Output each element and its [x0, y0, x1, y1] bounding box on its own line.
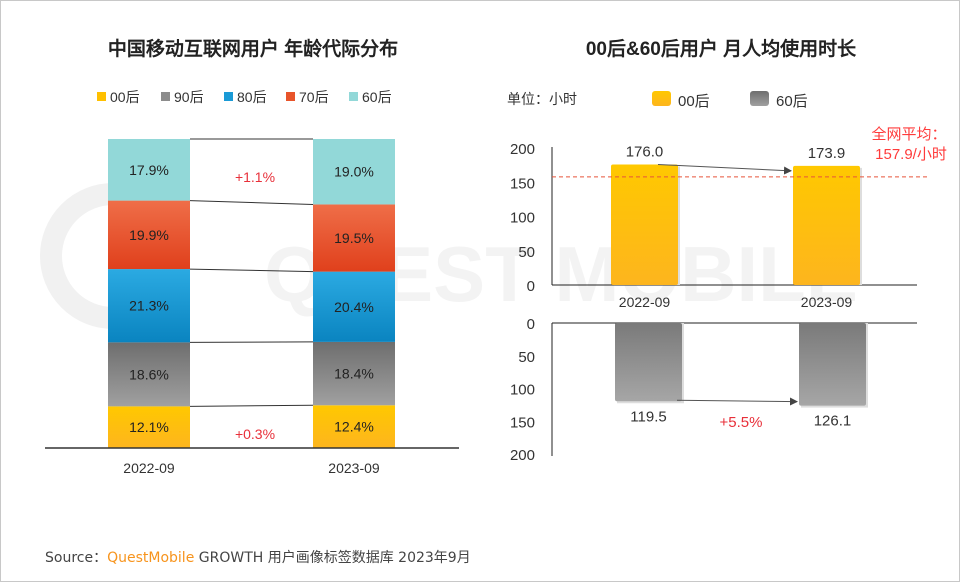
- x-tick-label: 2023-09: [801, 294, 853, 310]
- legend-swatch-60: [750, 91, 769, 106]
- y-tick-label: 150: [510, 175, 535, 192]
- legend-swatch-00: [652, 91, 671, 106]
- x-tick-label: 2022-09: [619, 294, 671, 310]
- bar-segment-90后: [108, 342, 190, 407]
- average-label: 全网平均：: [871, 125, 946, 143]
- legend-swatch-3: [286, 92, 295, 101]
- bar-data-label: 20.4%: [334, 299, 374, 315]
- bar-data-label: 18.4%: [334, 366, 374, 382]
- connector-line: [189, 404, 314, 407]
- source-label: Source：: [45, 550, 108, 566]
- y-tick-label: 100: [510, 382, 535, 399]
- bar-segment-70后: [313, 204, 395, 272]
- annotation-change: +0.3%: [235, 426, 275, 442]
- legend-swatch-0: [97, 92, 106, 101]
- source-brand: QuestMobile: [107, 550, 195, 566]
- bar-data-label: 19.0%: [334, 164, 374, 180]
- legend-label-00: 00后: [678, 93, 710, 110]
- bar-segment-80后: [313, 271, 395, 342]
- bar-segment-70后: [108, 200, 190, 270]
- legend-swatch-4: [349, 92, 358, 101]
- legend-label-0: 00后: [110, 89, 140, 105]
- annotation-change: +1.1%: [235, 169, 275, 185]
- y-tick-label: 150: [510, 414, 535, 431]
- bar-data-label: 19.9%: [129, 227, 169, 243]
- bar-00: [793, 165, 860, 285]
- y-tick-label: 200: [510, 447, 535, 464]
- average-value-label: 157.9/小时: [875, 146, 947, 163]
- legend-swatch-1: [161, 92, 170, 101]
- bar-data-label: 12.1%: [129, 419, 169, 435]
- bar-segment-90后: [313, 341, 395, 406]
- bar-60: [615, 323, 682, 402]
- bar-data-label: 18.6%: [129, 366, 169, 382]
- annotation-change: +5.5%: [720, 414, 763, 431]
- y-tick-label: 200: [510, 141, 535, 158]
- trend-arrow: [676, 397, 798, 406]
- right-chart-title: 00后&60后用户 月人均使用时长: [586, 37, 857, 60]
- y-tick-label: 50: [518, 349, 535, 366]
- unit-label: 单位：小时: [507, 91, 577, 107]
- legend-label-4: 60后: [362, 89, 392, 105]
- legend-label-2: 80后: [237, 89, 267, 105]
- bar-segment-00后: [108, 406, 190, 448]
- source-text: GROWTH 用户画像标签数据库 2023年9月: [194, 550, 471, 566]
- bar-segment-00后: [313, 405, 395, 448]
- bar-data-label: 12.4%: [334, 419, 374, 435]
- left-chart-title: 中国移动互联网用户 年龄代际分布: [108, 37, 398, 60]
- bar-00: [611, 164, 678, 285]
- legend-swatch-2: [224, 92, 233, 101]
- left-chart: 中国移动互联网用户 年龄代际分布 00后 90后 80后 70后 60后 12.1% 18.6…: [45, 37, 459, 476]
- bar-60: [799, 323, 866, 406]
- bar-segment-60后: [108, 139, 190, 201]
- bar-data-label: 126.1: [814, 413, 852, 430]
- bar-data-label: 176.0: [626, 143, 664, 160]
- trend-arrow: [657, 163, 792, 175]
- bar-data-label: 17.9%: [129, 162, 169, 178]
- x-tick-label: 2022-09: [123, 460, 175, 476]
- bar-data-label: 19.5%: [334, 230, 374, 246]
- y-tick-label: 50: [518, 244, 535, 261]
- bar-data-label: 119.5: [630, 408, 666, 425]
- bar-segment-60后: [313, 139, 395, 205]
- legend-label-1: 90后: [174, 89, 204, 105]
- y-tick-label: 0: [527, 278, 535, 295]
- x-tick-label: 2023-09: [328, 460, 380, 476]
- y-tick-label: 100: [510, 210, 535, 227]
- bar-segment-80后: [108, 269, 190, 343]
- bar-data-label: 21.3%: [129, 298, 169, 314]
- legend-label-3: 70后: [299, 89, 329, 105]
- connector-line: [189, 200, 314, 205]
- y-tick-label: 0: [527, 316, 535, 333]
- legend-label-60: 60后: [776, 93, 808, 110]
- bar-data-label: 173.9: [808, 145, 846, 162]
- connector-line: [189, 268, 314, 273]
- source-note: Source：QuestMobile GROWTH 用户画像标签数据库 2023…: [45, 547, 471, 567]
